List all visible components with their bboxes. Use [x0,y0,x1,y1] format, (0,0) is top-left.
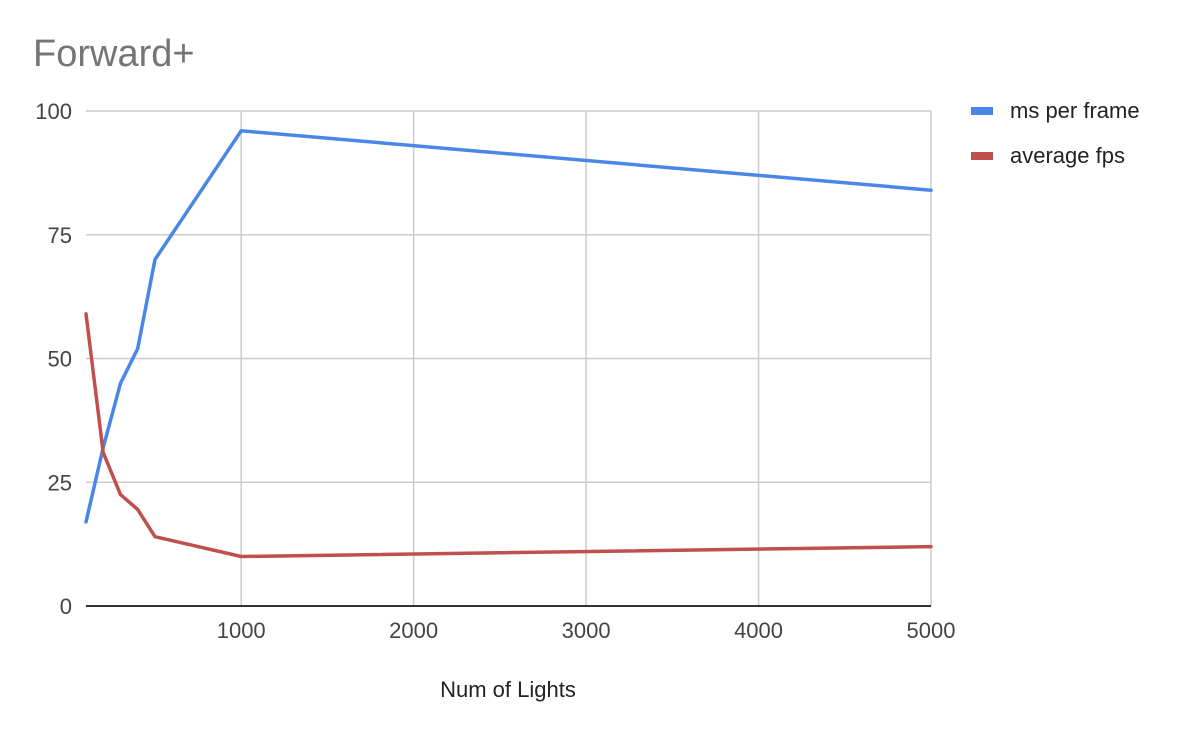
legend-label: average fps [1010,143,1125,168]
y-tick-label: 25 [48,470,72,495]
series-line-average-fps [84,312,933,559]
x-axis-title: Num of Lights [440,677,576,702]
x-tick-label: 3000 [562,618,611,643]
chart-legend[interactable]: ms per frame average fps [971,98,1140,168]
chart-title: Forward+ [33,33,195,75]
y-tick-label: 75 [48,223,72,248]
legend-swatch [971,107,993,115]
x-tick-label: 2000 [389,618,438,643]
x-tick-label: 5000 [907,618,956,643]
y-axis-ticks: 0 25 50 75 100 [35,99,72,619]
y-tick-label: 50 [48,347,72,372]
chart-series [84,129,933,559]
y-tick-label: 100 [35,99,72,124]
legend-swatch [971,152,993,160]
legend-label: ms per frame [1010,98,1140,123]
y-tick-label: 0 [60,594,72,619]
x-axis-ticks: 1000 2000 3000 4000 5000 [217,618,956,643]
chart-gridlines [86,110,932,606]
series-line-ms-per-frame [84,129,933,524]
x-tick-label: 1000 [217,618,266,643]
x-tick-label: 4000 [734,618,783,643]
